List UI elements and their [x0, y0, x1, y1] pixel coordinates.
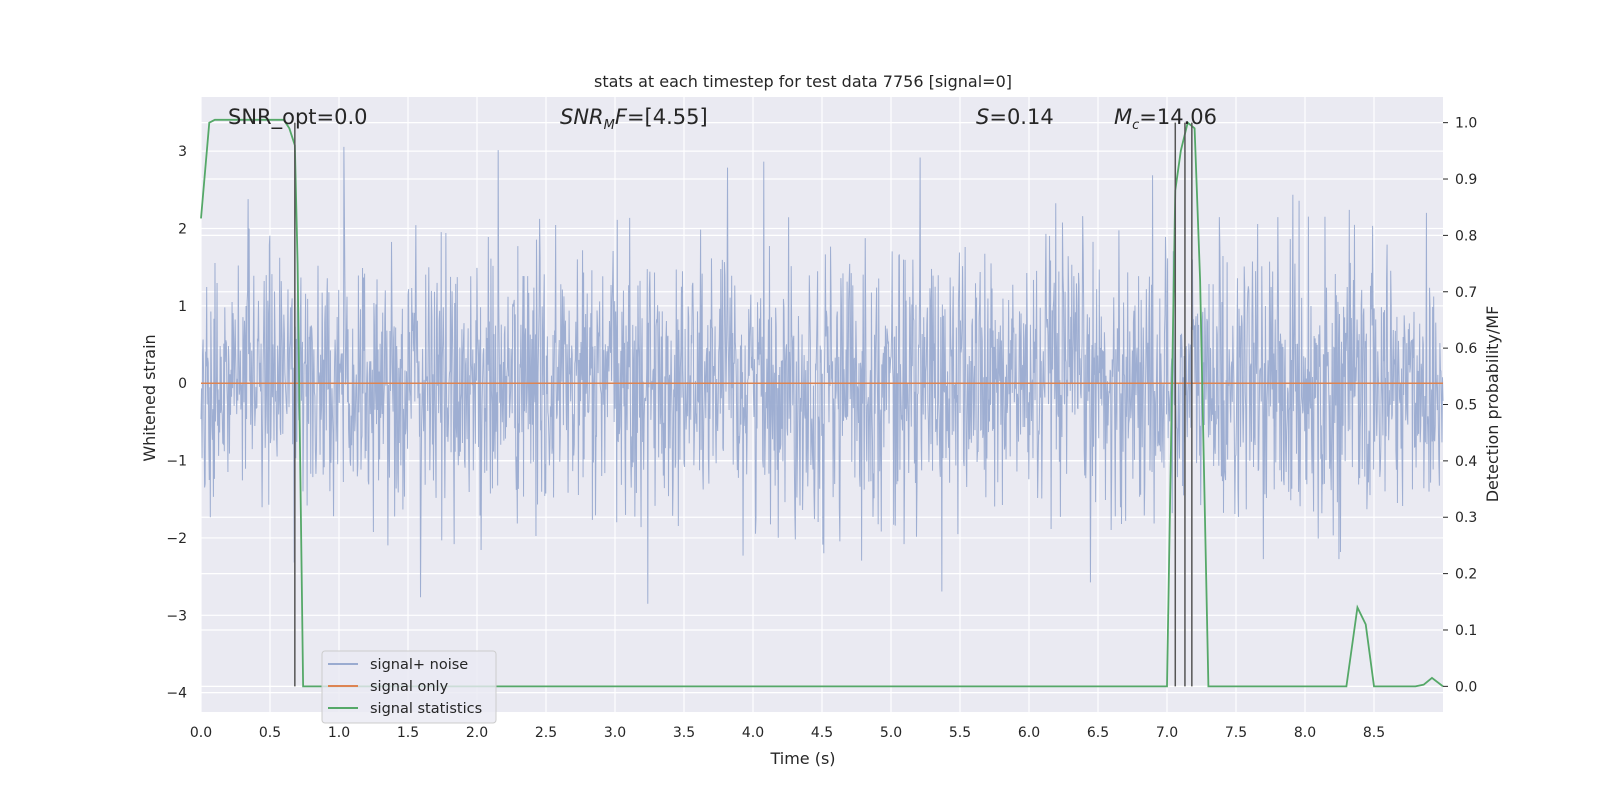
y-tick-label-left: 3 [178, 144, 187, 160]
x-tick-label: 2.5 [535, 725, 557, 741]
y-tick-label-right: 1.0 [1455, 116, 1477, 132]
y-axis-left-label: Whitened strain [140, 334, 159, 461]
marker-lines [294, 122, 1193, 687]
annotation-snr-opt: SNR_opt=0.0 [228, 105, 368, 130]
y-tick-label-left: −3 [166, 608, 187, 624]
x-tick-label: 1.5 [397, 725, 419, 741]
legend: signal+ noise signal only signal statist… [321, 650, 497, 724]
legend-box [321, 650, 497, 724]
x-tick-label: 4.5 [811, 725, 833, 741]
y-tick-label-right: 0.5 [1455, 398, 1477, 414]
y-tick-label-right: 0.8 [1455, 228, 1477, 244]
y-tick-label-right: 0.7 [1455, 285, 1477, 301]
y-axis-right-label: Detection probability/MF [1483, 306, 1502, 503]
x-tick-label: 8.0 [1294, 725, 1316, 741]
x-tick-label: 6.5 [1087, 725, 1109, 741]
y-tick-label-left: 2 [178, 222, 187, 238]
x-tick-label: 5.0 [880, 725, 902, 741]
x-tick-label: 7.5 [1225, 725, 1247, 741]
y-tick-label-left: −2 [166, 531, 187, 547]
y-axis-right-ticks: 1.0 0.9 0.8 0.7 0.6 0.5 0.4 0.3 0.2 0.1 0.0 [1443, 116, 1477, 695]
x-axis-label: Time (s) [769, 749, 835, 768]
y-tick-label-right: 0.9 [1455, 172, 1477, 188]
y-tick-label-right: 0.1 [1455, 623, 1477, 639]
y-axis-left-ticks: 3 2 1 0 −1 −2 −3 −4 [166, 144, 187, 702]
x-tick-label: 3.0 [604, 725, 626, 741]
annotation-s: S=0.14 [976, 105, 1054, 129]
annotation-mc: Mc=14.06 [1114, 105, 1217, 133]
y-tick-label-right: 0.6 [1455, 341, 1477, 357]
x-tick-label: 3.5 [673, 725, 695, 741]
y-tick-label-left: 0 [178, 376, 187, 392]
legend-label-signal-statistics: signal statistics [370, 701, 482, 717]
y-tick-label-right: 0.0 [1455, 679, 1477, 695]
x-tick-label: 5.5 [949, 725, 971, 741]
x-tick-label: 0.5 [259, 725, 281, 741]
chart-title: stats at each timestep for test data 775… [594, 72, 1012, 91]
annotation-snr-mf: SNRMF=[4.55] [560, 105, 708, 133]
x-tick-label: 4.0 [742, 725, 764, 741]
signal-noise-line [200, 146, 1444, 604]
y-tick-label-right: 0.3 [1455, 510, 1477, 526]
x-tick-label: 8.5 [1363, 725, 1385, 741]
x-tick-label: 2.0 [466, 725, 488, 741]
y-tick-label-left: −1 [166, 454, 187, 470]
series-signal-noise [200, 146, 1444, 604]
x-tick-label: 1.0 [328, 725, 350, 741]
y-tick-label-left: −4 [166, 686, 187, 702]
y-tick-label-left: 1 [178, 299, 187, 315]
x-tick-label: 0.0 [190, 725, 212, 741]
x-tick-label: 6.0 [1018, 725, 1040, 741]
x-tick-label: 7.0 [1156, 725, 1178, 741]
y-tick-label-right: 0.2 [1455, 567, 1477, 583]
y-tick-label-right: 0.4 [1455, 454, 1477, 470]
legend-label-signal-noise: signal+ noise [370, 657, 468, 673]
x-axis-ticks: 0.0 0.5 1.0 1.5 2.0 2.5 3.0 3.5 4.0 4.5 5.0 5.5 6.0 6… [190, 725, 1385, 741]
legend-label-signal-only: signal only [370, 679, 449, 695]
